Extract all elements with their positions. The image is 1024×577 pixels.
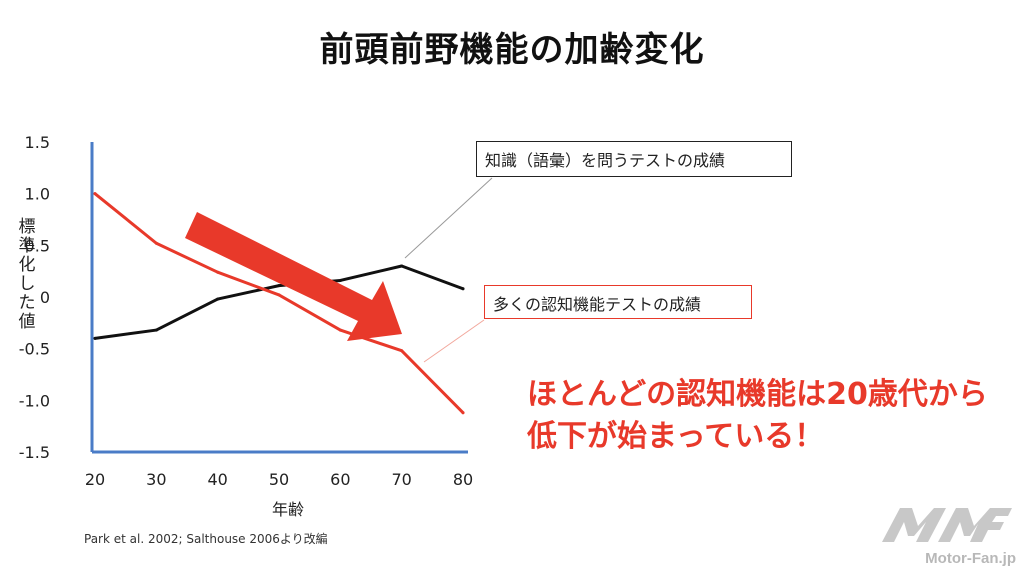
y-tick-label: -1.5 [19, 443, 50, 462]
x-tick-label: 80 [453, 470, 473, 489]
chart-series [93, 192, 465, 415]
decline-arrow [185, 212, 402, 341]
point-cognitive [93, 192, 97, 196]
conclusion-text: ほとんどの認知機能は20歳代から 低下が始まっている！ [527, 374, 1007, 458]
point-knowledge [277, 284, 281, 288]
point-knowledge [93, 336, 97, 340]
point-knowledge [461, 287, 465, 291]
logo-mark-2 [938, 508, 1012, 542]
point-cognitive [277, 293, 281, 297]
x-tick-label: 40 [207, 470, 227, 489]
chart-annotations [185, 177, 493, 363]
source-citation: Park et al. 2002; Salthouse 2006より改編 [84, 532, 328, 546]
point-knowledge [400, 264, 404, 268]
x-tick-label: 70 [391, 470, 411, 489]
chart-axes [90, 142, 468, 454]
x-tick-label: 20 [85, 470, 105, 489]
point-cognitive [216, 270, 220, 274]
point-cognitive [154, 241, 158, 245]
motor-fan-logo [882, 508, 1012, 542]
leader-line-knowledge [404, 177, 493, 259]
x-tick-label: 60 [330, 470, 350, 489]
y-axis-label: 標準化した値 [18, 217, 36, 332]
x-axis-label: 年齢 [271, 500, 304, 519]
leader-line-cognitive [423, 319, 485, 363]
watermark-text: Motor-Fan.jp [925, 550, 1016, 567]
series-line-cognitive [93, 192, 465, 415]
logo-mark-1 [882, 508, 946, 542]
x-tick-label: 50 [269, 470, 289, 489]
knowledge-test-callout: 知識（語彙）を問うテストの成績 [476, 141, 792, 177]
point-knowledge [338, 278, 342, 282]
cognitive-test-callout: 多くの認知機能テストの成績 [484, 285, 752, 319]
y-tick-label: 1.5 [25, 133, 50, 152]
point-cognitive [400, 349, 404, 353]
y-tick-label: 0.5 [25, 236, 50, 255]
point-cognitive [338, 328, 342, 332]
chart-tick-labels: 1.5 1.0 0.5 0 -0.5 -1.0 -1.5 20 30 40 50 60 70 80 [19, 133, 473, 489]
y-tick-label: 1.0 [25, 185, 50, 204]
conclusion-line-2: 低下が始まっている！ [527, 419, 825, 454]
point-cognitive [461, 411, 465, 415]
y-tick-label: -1.0 [19, 391, 50, 410]
x-tick-label: 30 [146, 470, 166, 489]
point-knowledge [154, 328, 158, 332]
page-title: 前頭前野機能の加齢変化 [319, 30, 705, 70]
y-tick-label: 0 [40, 288, 50, 307]
point-knowledge [216, 297, 220, 301]
conclusion-line-1: ほとんどの認知機能は20歳代から [527, 377, 988, 412]
y-tick-label: -0.5 [19, 340, 50, 359]
